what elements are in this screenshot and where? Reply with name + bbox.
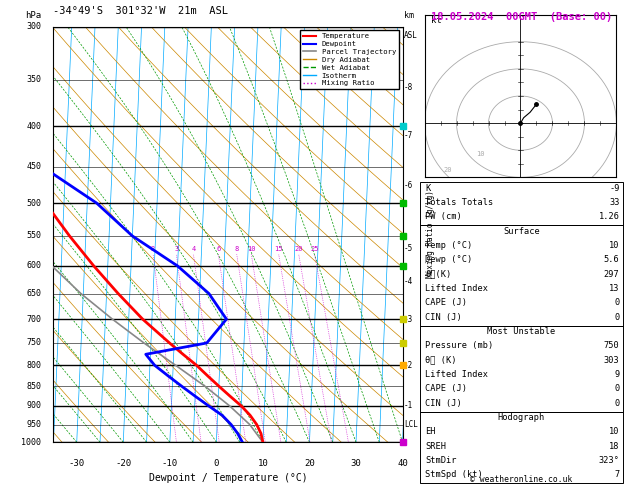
Text: 500: 500 <box>26 199 42 208</box>
Text: EH: EH <box>425 428 436 436</box>
Text: 0: 0 <box>615 313 620 322</box>
Text: 323°: 323° <box>599 456 620 465</box>
Text: θᴇ (K): θᴇ (K) <box>425 356 457 365</box>
Text: 5.6: 5.6 <box>604 256 620 264</box>
Text: 303: 303 <box>604 356 620 365</box>
Text: 300: 300 <box>26 22 42 31</box>
Text: 8: 8 <box>235 246 239 252</box>
Text: 20: 20 <box>444 167 452 173</box>
Text: 33: 33 <box>609 198 620 207</box>
Text: CAPE (J): CAPE (J) <box>425 384 467 394</box>
Text: 2: 2 <box>151 246 155 252</box>
Text: Lifted Index: Lifted Index <box>425 284 488 293</box>
Text: 7: 7 <box>615 470 620 480</box>
Text: Totals Totals: Totals Totals <box>425 198 494 207</box>
Text: θᴇ(K): θᴇ(K) <box>425 270 452 279</box>
Text: SREH: SREH <box>425 442 446 451</box>
Text: 900: 900 <box>26 401 42 410</box>
Text: StmDir: StmDir <box>425 456 457 465</box>
Text: 0: 0 <box>615 399 620 408</box>
Text: PW (cm): PW (cm) <box>425 212 462 222</box>
Text: 950: 950 <box>26 420 42 429</box>
Text: 450: 450 <box>26 162 42 171</box>
Text: 10: 10 <box>257 459 269 468</box>
Text: -5: -5 <box>404 244 413 253</box>
Text: CIN (J): CIN (J) <box>425 399 462 408</box>
Text: -34°49'S  301°32'W  21m  ASL: -34°49'S 301°32'W 21m ASL <box>53 6 228 17</box>
Text: 750: 750 <box>26 338 42 347</box>
Text: 30: 30 <box>350 459 362 468</box>
Text: -10: -10 <box>162 459 178 468</box>
Text: 297: 297 <box>604 270 620 279</box>
Text: 10: 10 <box>476 151 484 156</box>
Text: StmSpd (kt): StmSpd (kt) <box>425 470 483 480</box>
Text: -9: -9 <box>609 184 620 193</box>
Text: 25: 25 <box>310 246 319 252</box>
Text: 0: 0 <box>214 459 219 468</box>
Text: -30: -30 <box>69 459 85 468</box>
Text: 10: 10 <box>247 246 255 252</box>
Text: 20: 20 <box>304 459 315 468</box>
Text: 850: 850 <box>26 382 42 391</box>
Text: -7: -7 <box>404 131 413 140</box>
Text: 600: 600 <box>26 261 42 270</box>
Text: Pressure (mb): Pressure (mb) <box>425 341 494 350</box>
Text: Temp (°C): Temp (°C) <box>425 241 472 250</box>
Text: 650: 650 <box>26 289 42 298</box>
Text: 10: 10 <box>609 241 620 250</box>
Text: CAPE (J): CAPE (J) <box>425 298 467 308</box>
Text: Hodograph: Hodograph <box>498 413 545 422</box>
Text: Dewp (°C): Dewp (°C) <box>425 256 472 264</box>
Legend: Temperature, Dewpoint, Parcel Trajectory, Dry Adiabat, Wet Adiabat, Isotherm, Mi: Temperature, Dewpoint, Parcel Trajectory… <box>300 30 399 89</box>
Text: -20: -20 <box>115 459 131 468</box>
Text: 6: 6 <box>216 246 221 252</box>
Text: 550: 550 <box>26 231 42 241</box>
Text: © weatheronline.co.uk: © weatheronline.co.uk <box>470 474 572 484</box>
Text: 750: 750 <box>604 341 620 350</box>
Text: Dewpoint / Temperature (°C): Dewpoint / Temperature (°C) <box>148 473 308 484</box>
Text: kt: kt <box>431 16 442 25</box>
Text: -1: -1 <box>404 401 413 410</box>
Text: -4: -4 <box>404 277 413 286</box>
Text: 18.05.2024  00GMT  (Base: 00): 18.05.2024 00GMT (Base: 00) <box>431 12 613 22</box>
Text: 400: 400 <box>26 122 42 131</box>
Text: 0: 0 <box>615 384 620 394</box>
Text: 18: 18 <box>609 442 620 451</box>
Text: km: km <box>404 12 415 20</box>
Text: Most Unstable: Most Unstable <box>487 327 555 336</box>
Text: 1.26: 1.26 <box>599 212 620 222</box>
Text: ASL: ASL <box>404 31 418 40</box>
Text: Surface: Surface <box>503 226 540 236</box>
Text: 0: 0 <box>615 298 620 308</box>
Text: 40: 40 <box>397 459 408 468</box>
Text: -2: -2 <box>404 361 413 370</box>
Text: LCL: LCL <box>404 420 418 429</box>
Text: -3: -3 <box>404 314 413 324</box>
Text: hPa: hPa <box>25 12 42 20</box>
Text: 15: 15 <box>274 246 283 252</box>
Text: K: K <box>425 184 430 193</box>
Text: -8: -8 <box>404 83 413 92</box>
Text: 9: 9 <box>615 370 620 379</box>
Text: 1000: 1000 <box>21 438 42 447</box>
Text: 700: 700 <box>26 314 42 324</box>
Text: Lifted Index: Lifted Index <box>425 370 488 379</box>
Text: 800: 800 <box>26 361 42 370</box>
Text: 10: 10 <box>609 428 620 436</box>
Text: Mixing Ratio (g/kg): Mixing Ratio (g/kg) <box>426 191 435 278</box>
Text: -6: -6 <box>404 181 413 190</box>
Text: CIN (J): CIN (J) <box>425 313 462 322</box>
Text: 3: 3 <box>174 246 179 252</box>
Text: 4: 4 <box>191 246 196 252</box>
Text: 350: 350 <box>26 75 42 85</box>
Text: 13: 13 <box>609 284 620 293</box>
Text: 20: 20 <box>294 246 303 252</box>
